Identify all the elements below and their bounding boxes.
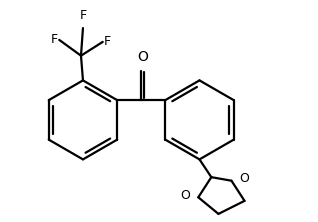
Text: O: O (181, 189, 190, 202)
Text: O: O (137, 50, 148, 63)
Text: O: O (239, 172, 249, 185)
Text: F: F (80, 9, 86, 22)
Text: F: F (104, 35, 111, 48)
Text: F: F (51, 33, 58, 46)
